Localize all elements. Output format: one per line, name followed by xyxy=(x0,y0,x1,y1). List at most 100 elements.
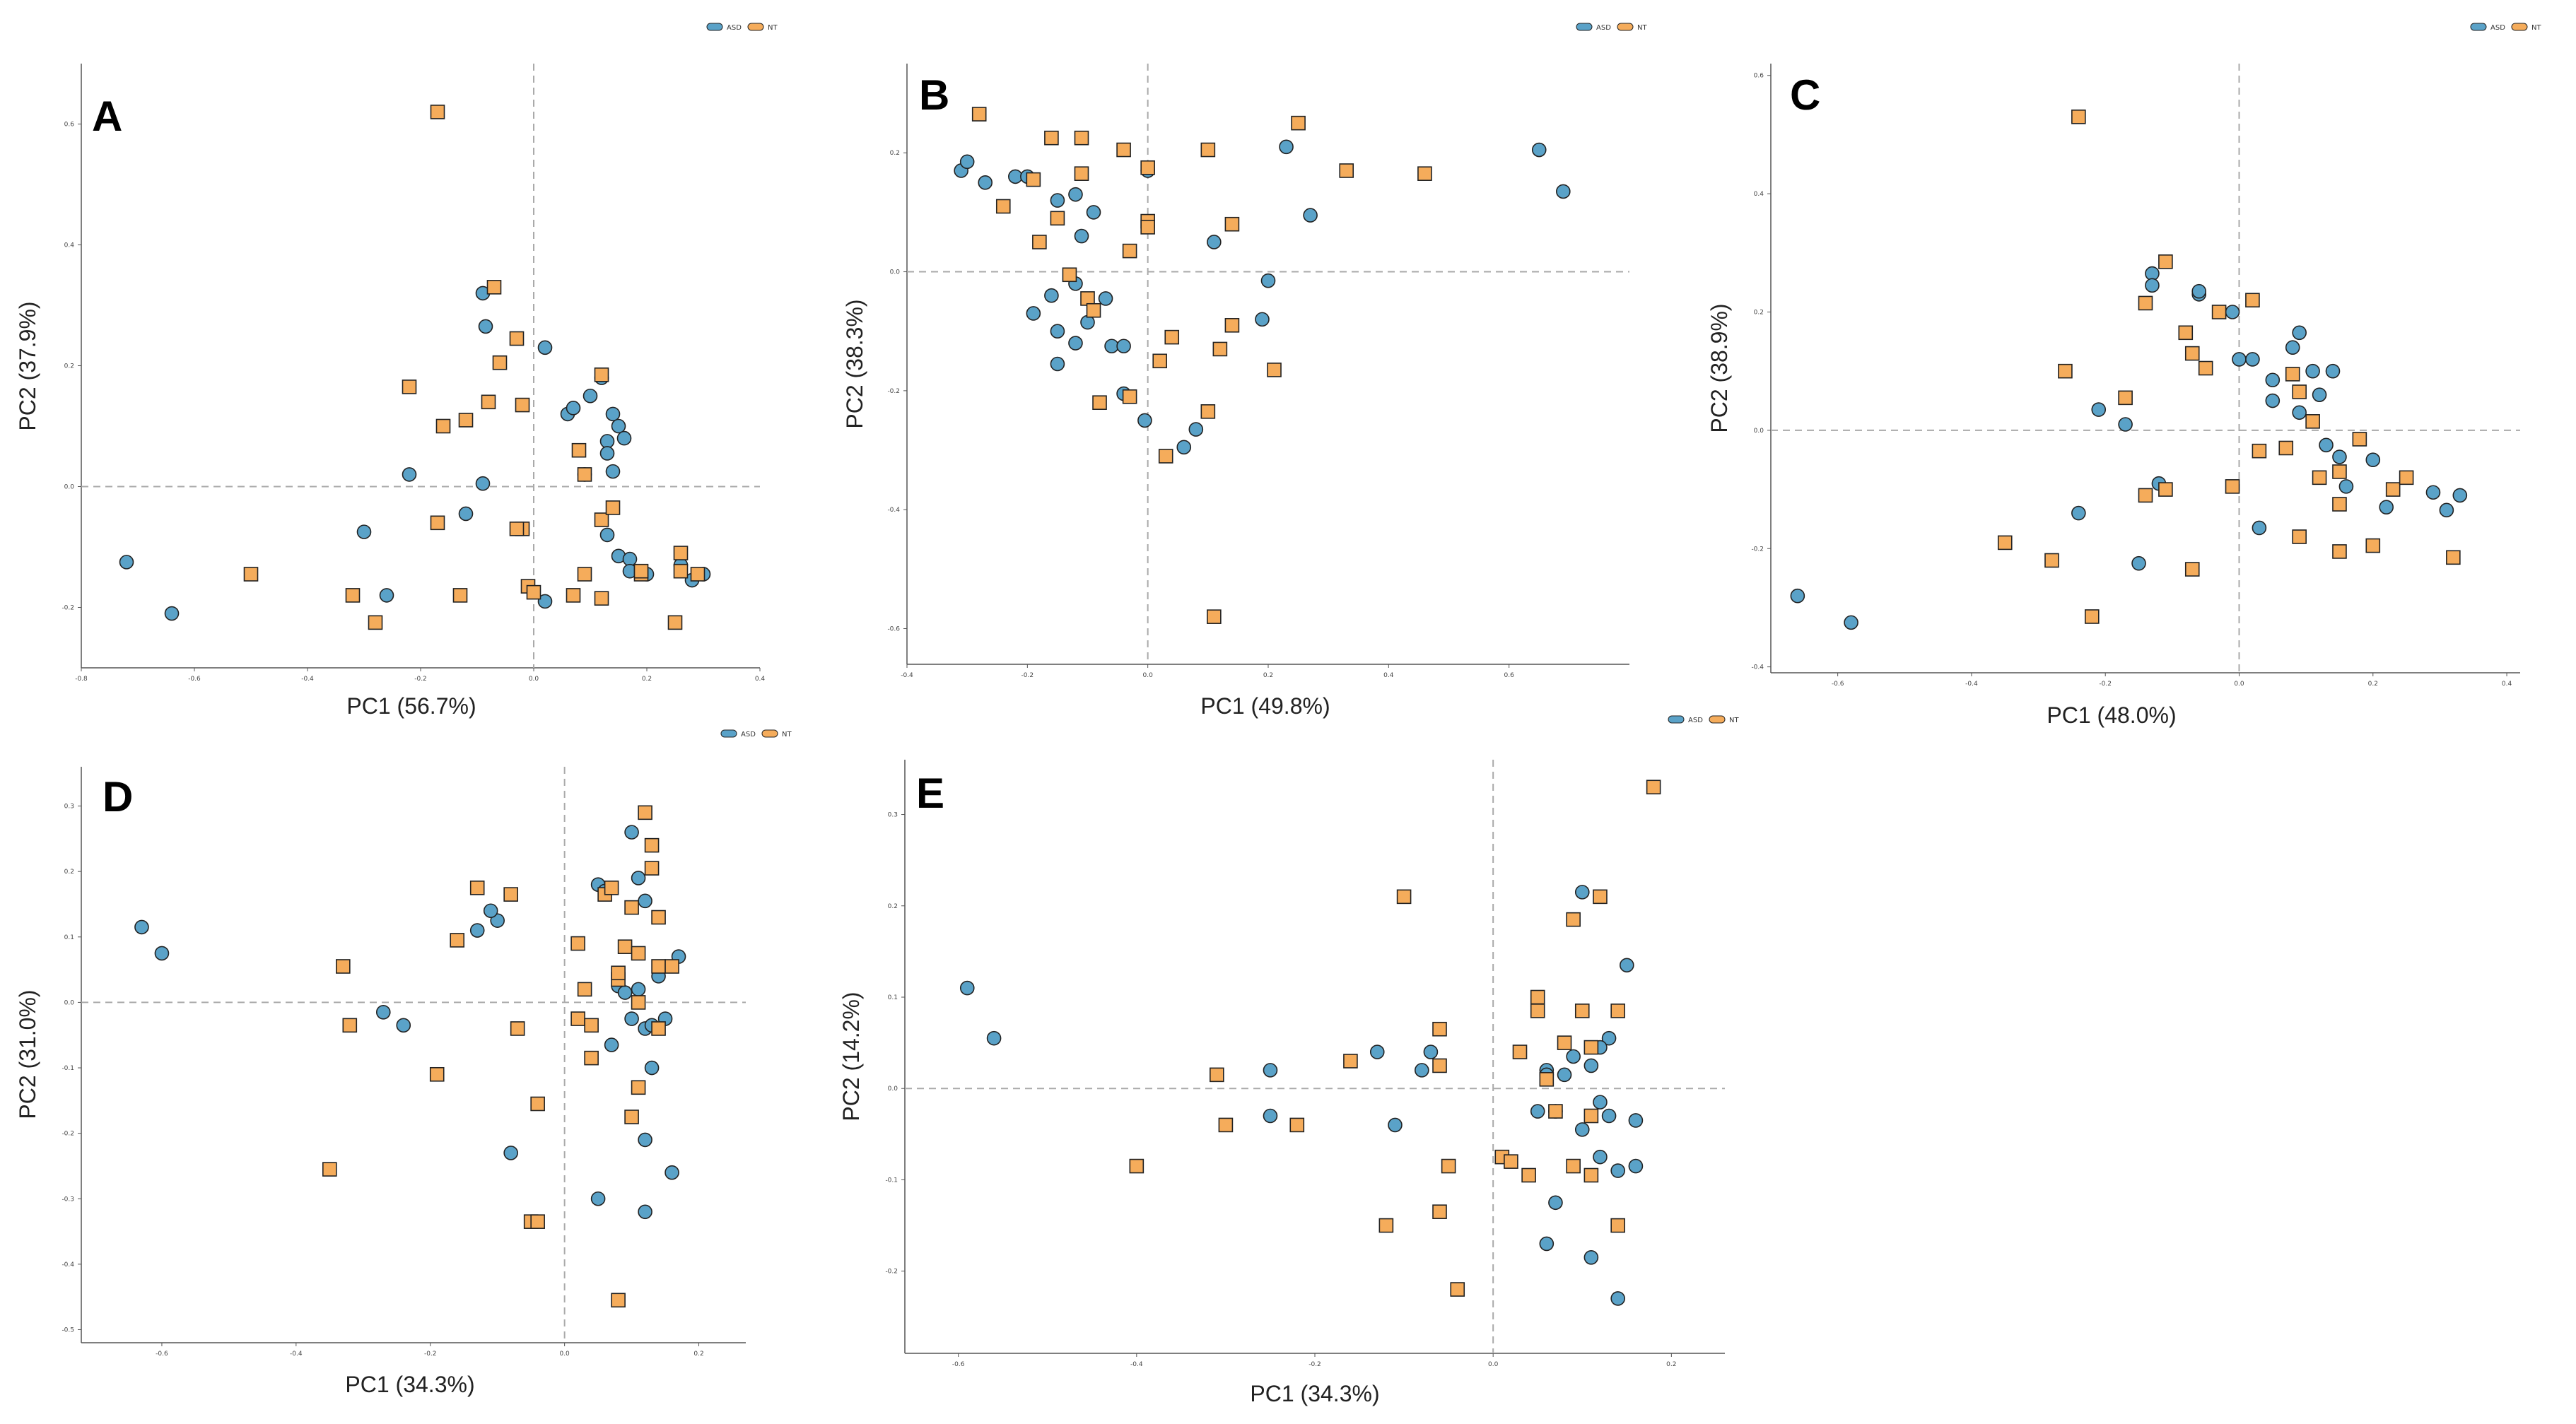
point-nt-d xyxy=(644,861,660,876)
point-nt-b xyxy=(1224,216,1240,232)
point-nt-e xyxy=(1378,1218,1394,1233)
point-nt-c xyxy=(1997,535,2013,551)
y-tick-label-e: 0.2 xyxy=(888,903,898,910)
point-nt-b xyxy=(1026,172,1041,187)
x-axis-label-d: PC1 (34.3%) xyxy=(345,1372,474,1397)
point-asd-e xyxy=(1601,1108,1617,1124)
x-axis-label-e: PC1 (34.3%) xyxy=(1250,1381,1379,1406)
point-asd-e xyxy=(1610,1163,1625,1178)
point-asd-e xyxy=(1263,1063,1278,1078)
point-nt-c xyxy=(2332,544,2347,559)
point-nt-b xyxy=(995,199,1011,214)
point-nt-b xyxy=(1074,166,1089,181)
point-nt-d xyxy=(651,959,666,974)
point-asd-a xyxy=(478,319,493,334)
point-asd-b xyxy=(978,175,993,190)
point-nt-e xyxy=(1343,1054,1358,1069)
point-nt-d xyxy=(631,946,646,961)
point-asd-c xyxy=(2118,417,2133,432)
point-asd-b xyxy=(959,154,975,170)
x-tick-label-c: -0.4 xyxy=(1965,681,1978,688)
point-nt-d xyxy=(651,1021,666,1036)
x-tick-label-a: 0.2 xyxy=(642,676,652,683)
point-nt-d xyxy=(665,959,679,974)
point-nt-c xyxy=(2332,464,2347,479)
point-nt-d xyxy=(644,837,660,853)
point-nt-e xyxy=(1539,1072,1555,1087)
x-axis-label-a: PC1 (56.7%) xyxy=(346,693,476,719)
y-tick-label-d: -0.5 xyxy=(62,1326,74,1334)
x-tick-label-e: 0.2 xyxy=(1666,1361,1676,1368)
point-nt-a xyxy=(526,584,541,600)
y-tick-label-d: 0.1 xyxy=(64,934,74,941)
x-tick-label-d: 0.0 xyxy=(559,1351,570,1358)
y-tick-label-d: 0.2 xyxy=(64,869,74,876)
point-nt-e xyxy=(1441,1158,1456,1174)
y-tick-label-a: -0.2 xyxy=(62,605,74,612)
point-nt-a xyxy=(577,567,592,582)
point-nt-d xyxy=(570,1011,585,1026)
point-nt-d xyxy=(631,1080,646,1095)
panel-letter-d: D xyxy=(103,773,133,820)
point-asd-e xyxy=(1620,958,1634,973)
point-asd-e xyxy=(1574,1122,1590,1137)
point-asd-b xyxy=(1176,440,1192,455)
point-asd-e xyxy=(959,980,975,996)
point-nt-e xyxy=(1530,989,1545,1005)
point-asd-a xyxy=(119,555,134,570)
y-tick-label-e: 0.1 xyxy=(888,994,898,1001)
legend-label-nt: NT xyxy=(2531,24,2541,32)
point-nt-d xyxy=(604,881,619,895)
point-nt-d xyxy=(611,965,626,981)
y-tick-label-b: 0.2 xyxy=(890,150,900,157)
x-tick-label-e: 0.0 xyxy=(1488,1361,1499,1368)
point-nt-c xyxy=(2252,443,2267,459)
point-asd-c xyxy=(2131,555,2146,571)
point-nt-a xyxy=(509,331,525,346)
point-asd-e xyxy=(1628,1158,1644,1174)
point-nt-e xyxy=(1583,1040,1599,1055)
point-asd-d xyxy=(644,1060,660,1076)
point-nt-c xyxy=(2044,553,2059,568)
point-asd-b xyxy=(1098,291,1113,306)
point-nt-d xyxy=(631,995,646,1010)
point-nt-a xyxy=(515,397,530,413)
point-asd-c xyxy=(2332,449,2347,464)
point-nt-d xyxy=(342,1018,358,1033)
y-tick-label-d: -0.1 xyxy=(62,1065,74,1072)
point-nt-d xyxy=(469,881,485,895)
point-asd-b xyxy=(1116,339,1131,354)
point-nt-e xyxy=(1593,889,1608,905)
point-asd-c xyxy=(2452,488,2468,503)
point-asd-c xyxy=(2305,363,2320,379)
point-nt-b xyxy=(1200,404,1216,419)
point-asd-e xyxy=(1415,1063,1429,1078)
point-nt-b xyxy=(1417,166,1432,181)
point-nt-a xyxy=(509,522,525,536)
point-asd-c xyxy=(2425,485,2441,500)
point-nt-a xyxy=(452,588,468,603)
point-asd-c xyxy=(2225,305,2240,319)
point-nt-e xyxy=(1548,1104,1563,1119)
x-tick-label-b: -0.4 xyxy=(901,672,913,679)
point-asd-a xyxy=(475,476,491,491)
panel-b: -0.4 -0.2 0.0 0.2 0.4 0.6 -0.6 -0.4 -0.2 0.0 0.2 PC… xyxy=(842,23,1647,719)
x-tick-label-c: 0.0 xyxy=(2234,681,2244,688)
y-tick-label-d: 0.3 xyxy=(64,804,74,811)
point-asd-a xyxy=(622,551,638,567)
point-nt-b xyxy=(1032,235,1047,249)
point-asd-b xyxy=(1050,324,1065,339)
point-nt-d xyxy=(503,887,518,902)
point-nt-c xyxy=(2198,360,2213,376)
point-nt-d xyxy=(617,939,633,954)
point-asd-c xyxy=(2319,437,2334,453)
point-asd-b xyxy=(1104,339,1119,354)
point-nt-e xyxy=(1432,1058,1447,1073)
y-tick-label-c: 0.2 xyxy=(1754,309,1764,316)
y-tick-label-e: 0.0 xyxy=(888,1085,898,1093)
point-asd-e xyxy=(1423,1045,1439,1059)
panel-letter-c: C xyxy=(1790,71,1820,119)
point-nt-e xyxy=(1530,1004,1545,1018)
legend-d: ASD NT xyxy=(720,729,792,739)
